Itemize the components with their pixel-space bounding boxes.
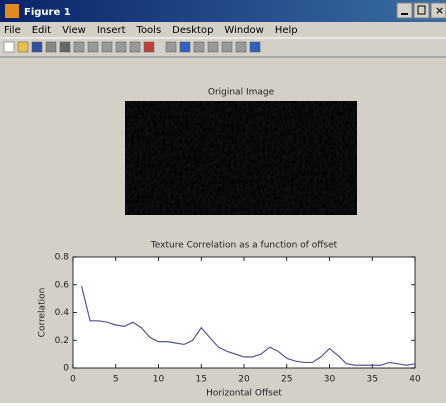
toolbar-button[interactable] (18, 42, 28, 52)
x-tick-label: 0 (70, 375, 76, 385)
x-tick-label: 40 (409, 375, 421, 385)
menu-item[interactable]: Tools (136, 25, 162, 36)
toolbar-button[interactable] (130, 42, 140, 52)
maximize-button[interactable] (414, 3, 429, 18)
menu-item[interactable]: Insert (97, 25, 126, 36)
menu-item[interactable]: File (4, 25, 21, 36)
x-tick-label: 5 (113, 375, 119, 385)
window-title: Figure 1 (24, 7, 71, 18)
plot-area (73, 257, 415, 368)
x-tick-label: 25 (281, 375, 292, 385)
y-tick-label: 0.2 (55, 336, 69, 346)
toolbar-button[interactable] (222, 42, 232, 52)
menu-item[interactable]: Desktop (172, 25, 213, 36)
toolbar-button[interactable] (166, 42, 176, 52)
toolbar-button[interactable] (102, 42, 112, 52)
toolbar-button[interactable] (194, 42, 204, 52)
toolbar-button[interactable] (236, 42, 246, 52)
x-axis-label: Horizontal Offset (206, 389, 282, 399)
toolbar-button[interactable] (74, 42, 84, 52)
y-tick-label: 0.4 (55, 308, 70, 318)
image-title: Original Image (208, 88, 275, 98)
minimize-button[interactable] (397, 3, 412, 18)
y-axis-label: Correlation (38, 288, 48, 338)
original-image (125, 101, 357, 215)
toolbar-button[interactable] (32, 42, 42, 52)
menu-bar: File Edit View Insert Tools Desktop Window Help (4, 25, 298, 36)
x-tick-label: 35 (367, 375, 378, 385)
x-tick-label: 30 (324, 375, 336, 385)
x-tick-label: 10 (153, 375, 165, 385)
toolbar-button[interactable] (144, 42, 154, 52)
menu-item[interactable]: Help (275, 25, 298, 36)
page: Figure 1 × File Edit View Insert Tools Deskto… (0, 0, 446, 403)
y-tick-label: 0.6 (55, 280, 70, 290)
chart-title: Texture Correlation as a function of off… (150, 241, 338, 251)
menu-item[interactable]: Edit (32, 25, 51, 36)
toolbar-button[interactable] (208, 42, 218, 52)
toolbar-button[interactable] (4, 42, 14, 52)
close-icon: × (435, 4, 444, 17)
toolbar-button[interactable] (46, 42, 56, 52)
screen: Figure 1 × File Edit View Insert Tools Deskto… (0, 0, 446, 403)
toolbar-button[interactable] (88, 42, 98, 52)
menu-item[interactable]: View (62, 25, 86, 36)
toolbar-button[interactable] (180, 42, 190, 52)
y-tick-label: 0 (63, 364, 69, 374)
toolbar-button[interactable] (60, 42, 70, 52)
x-tick-label: 20 (238, 375, 250, 385)
y-tick-label: 0.8 (55, 253, 70, 263)
app-icon (5, 4, 19, 18)
toolbar-button[interactable] (250, 42, 260, 52)
x-tick-label: 15 (196, 375, 207, 385)
menu-item[interactable]: Window (224, 25, 263, 36)
toolbar-button[interactable] (116, 42, 126, 52)
